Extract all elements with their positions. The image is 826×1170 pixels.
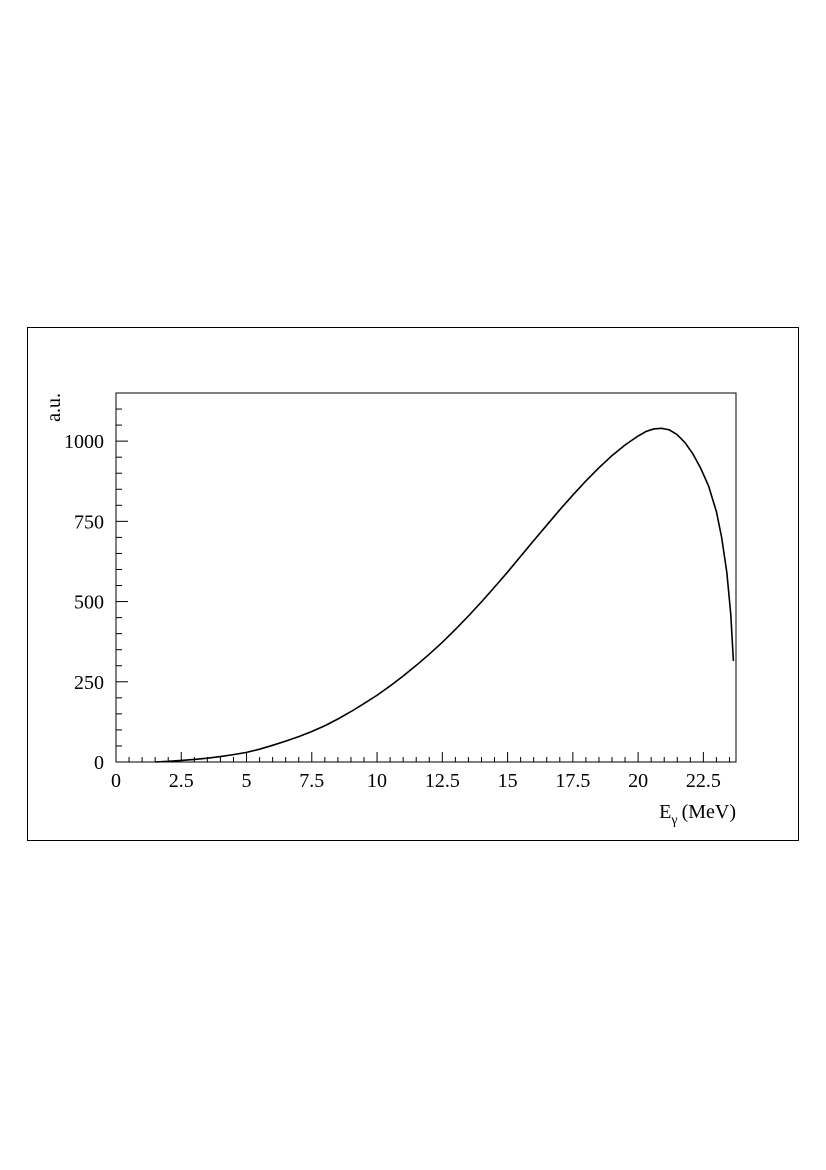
x-tick-label: 12.5 [425, 770, 460, 792]
x-axis-label-main: E [659, 801, 671, 823]
chart-frame: 0 2.5 5 7.5 10 12.5 15 17.5 20 22.5 0 250 500 750 100… [27, 327, 799, 841]
x-axis-label-subscript: γ [670, 813, 677, 828]
x-tick-label: 17.5 [555, 770, 590, 792]
x-tick-label: 22.5 [686, 770, 721, 792]
x-tick-label: 5 [242, 770, 252, 792]
y-tick-label: 1000 [64, 431, 104, 453]
x-tick-label: 10 [367, 770, 387, 792]
x-tick-label: 15 [498, 770, 518, 792]
y-tick-label: 250 [74, 672, 104, 694]
x-tick-label: 20 [628, 770, 648, 792]
y-axis-tick-labels: 0 250 500 750 1000 [64, 431, 104, 774]
x-axis-tick-labels: 0 2.5 5 7.5 10 12.5 15 17.5 20 22.5 [111, 770, 721, 792]
energy-spectrum-chart: 0 2.5 5 7.5 10 12.5 15 17.5 20 22.5 0 250 500 750 100… [43, 392, 737, 828]
y-tick-label: 500 [74, 592, 104, 614]
plot-area [115, 392, 737, 763]
x-tick-label: 0 [111, 770, 121, 792]
y-axis-label: a.u. [43, 393, 65, 422]
spectrum-curve [155, 427, 735, 763]
x-axis-ticks [115, 752, 730, 762]
x-axis-label-unit: (MeV) [682, 801, 736, 823]
x-tick-label: 7.5 [299, 770, 324, 792]
y-tick-label: 750 [74, 511, 104, 533]
y-tick-label: 0 [94, 752, 104, 774]
x-axis-label: Eγ (MeV) [659, 801, 736, 828]
y-axis-ticks [116, 392, 128, 763]
x-tick-label: 2.5 [169, 770, 194, 792]
